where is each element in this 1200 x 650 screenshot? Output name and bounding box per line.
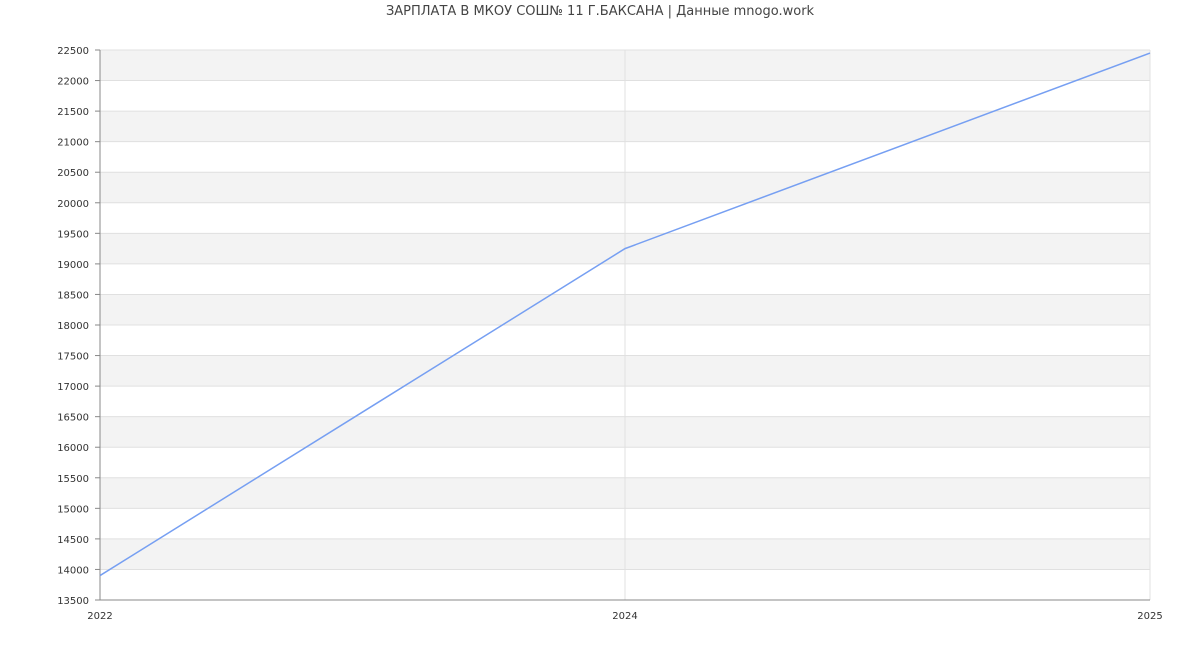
y-tick-label: 17500: [57, 352, 89, 363]
y-tick-label: 14500: [57, 535, 89, 546]
y-tick-label: 21000: [57, 138, 89, 149]
y-tick-label: 15500: [57, 474, 89, 485]
y-tick-label: 19000: [57, 260, 89, 271]
y-tick-label: 20500: [57, 168, 89, 179]
y-tick-label: 16000: [57, 443, 89, 454]
x-tick-label: 2024: [612, 611, 637, 622]
y-tick-label: 17000: [57, 382, 89, 393]
y-tick-label: 15000: [57, 504, 89, 515]
series-line: [99, 52, 1151, 577]
y-tick-label: 20000: [57, 199, 89, 210]
y-tick-label: 18000: [57, 321, 89, 332]
y-tick-label: 14000: [57, 565, 89, 576]
y-tick-label: 22000: [57, 77, 89, 88]
x-tick-label: 2022: [87, 611, 112, 622]
chart-title: ЗАРПЛАТА В МКОУ СОШ№ 11 Г.БАКСАНА | Данн…: [385, 4, 815, 19]
y-tick-label: 22500: [57, 46, 89, 57]
y-tick-label: 13500: [57, 596, 89, 607]
y-tick-label: 19500: [57, 229, 89, 240]
y-tick-label: 16500: [57, 413, 89, 424]
x-tick-label: 2025: [1137, 611, 1162, 622]
y-tick-label: 18500: [57, 290, 89, 301]
y-tick-label: 21500: [57, 107, 89, 118]
